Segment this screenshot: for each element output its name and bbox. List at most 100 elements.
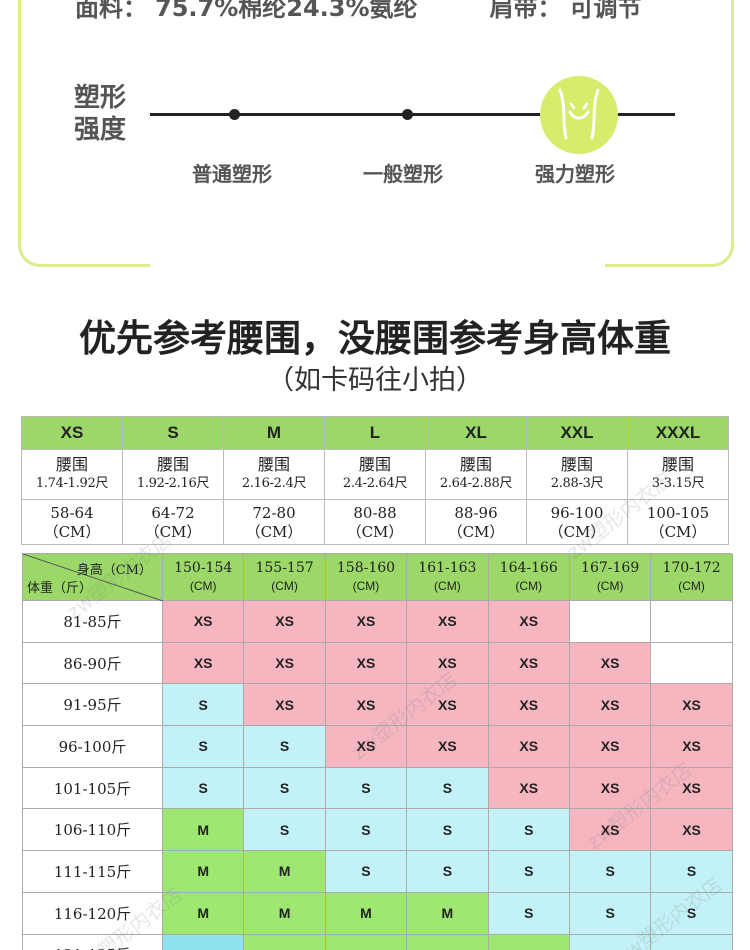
waist-chi-value: 3-3.15尺 (651, 476, 705, 491)
level-medium-label: 一般塑形 (363, 162, 443, 186)
size-cell: XS (325, 601, 408, 643)
cm-unit: （CM） (649, 523, 707, 541)
waist-label: 腰围 (358, 455, 391, 474)
height-range: 155-157 (255, 560, 314, 576)
cm-unit: (CM) (596, 579, 624, 593)
size-cell: S (407, 809, 489, 852)
cm-unit: (CM) (271, 579, 298, 593)
body-silhouette-icon (540, 76, 618, 154)
waist-cm-cell: 88-96 （CM） (426, 500, 527, 545)
size-cell: XS (569, 684, 652, 727)
waist-chi-value: 2.4-2.64尺 (342, 476, 408, 491)
weight-range-cell: 91-95斤 (23, 684, 163, 727)
size-cell: S (488, 892, 570, 935)
size-guide-headline: 优先参考腰围，没腰围参考身高体重 (79, 317, 671, 360)
waist-chi-value: 2.16-2.4尺 (241, 476, 307, 491)
waist-chi-cell: 腰围 2.64-2.88尺 (426, 450, 527, 500)
size-guide-subline: （如卡码往小拍） (267, 365, 483, 396)
size-cell: XS (407, 726, 489, 768)
shoulder-label: 肩带： (489, 0, 562, 22)
size-cell: M (407, 934, 489, 950)
size-cell: M (244, 892, 326, 935)
corner-weight-label: 体重（斤） (27, 581, 93, 596)
waist-cm-cell: 72-80 （CM） (224, 500, 325, 545)
size-cell: XS (325, 684, 408, 727)
waist-label: 腰围 (661, 455, 694, 474)
waist-label: 腰围 (257, 455, 290, 474)
size-header-xxxl: XXXL (628, 417, 729, 450)
level-dot-medium (402, 109, 413, 120)
size-cell: M (163, 892, 245, 935)
waist-chi-value: 2.64-2.88尺 (439, 476, 513, 491)
waist-chi-value: 1.74-1.92尺 (35, 476, 109, 491)
height-header-cell: 170-172 (CM) (651, 554, 733, 601)
height-header-cell: 155-157 (CM) (244, 554, 326, 601)
size-cell: S (569, 934, 652, 950)
size-cell: XS (325, 726, 408, 768)
cm-unit: （CM） (245, 523, 303, 541)
waist-cm-value: 72-80 (252, 504, 296, 522)
size-cell: L (163, 934, 245, 950)
waist-cm-cell: 64-72 （CM） (123, 500, 224, 545)
size-cell: XS (163, 642, 245, 685)
height-range: 150-154 (174, 560, 233, 576)
height-range: 164-166 (499, 560, 558, 576)
height-range: 167-169 (581, 560, 640, 576)
size-cell: XS (488, 684, 570, 727)
waist-cm-cell: 100-105 （CM） (628, 500, 729, 545)
waist-cm-cell: 80-88 （CM） (325, 500, 426, 545)
waist-chi-cell: 腰围 3-3.15尺 (628, 450, 729, 500)
waist-chi-cell: 腰围 2.16-2.4尺 (224, 450, 325, 500)
size-cell (651, 642, 733, 685)
size-cell: XS (407, 684, 489, 727)
card-border-gap (150, 258, 605, 272)
size-cell (569, 601, 652, 643)
level-dot-normal (229, 109, 240, 120)
weight-range-cell: 86-90斤 (23, 642, 163, 685)
waist-chi-cell: 腰围 2.88-3尺 (527, 450, 628, 500)
size-cell: S (325, 851, 408, 893)
waist-cm-value: 58-64 (50, 504, 94, 522)
size-cell: XS (244, 601, 326, 643)
weight-range-cell: 81-85斤 (23, 601, 163, 643)
size-cell: XS (488, 642, 570, 685)
height-header-cell: 158-160 (CM) (325, 554, 408, 601)
fabric-value: 75.7%棉纶24.3%氨纶 (155, 0, 418, 22)
cm-unit: (CM) (352, 579, 380, 593)
size-cell: XS (569, 642, 652, 685)
size-cell: XS (488, 601, 570, 643)
fabric-info: 面料： 75.7%棉纶24.3%氨纶 肩带： 可调节 (75, 0, 650, 23)
weight-range-cell: 111-115斤 (23, 851, 163, 893)
size-cell: XS (651, 684, 733, 727)
table-corner-cell: 身高（CM） 体重（斤） (23, 554, 163, 601)
cm-unit: （CM） (447, 523, 505, 541)
size-cell: XS (569, 767, 652, 810)
size-cell: XS (244, 684, 326, 727)
corner-height-label: 身高（CM） (76, 563, 152, 578)
waist-label: 腰围 (156, 455, 189, 474)
size-cell: XS (407, 601, 489, 643)
waist-size-table: XS S M L XL XXL XXXL 腰围 1.74-1.92尺 腰围 1.92-2.16尺 腰围… (21, 416, 729, 545)
size-header-m: M (224, 417, 325, 450)
weight-range-cell: 106-110斤 (23, 809, 163, 852)
waist-chi-value: 1.92-2.16尺 (136, 476, 210, 491)
height-weight-size-table: 身高（CM） 体重（斤） 150-154 (CM) 155-157 (CM) 158-1… (22, 553, 733, 950)
size-cell: M (488, 934, 570, 950)
size-cell: S (488, 809, 570, 852)
size-cell: S (488, 851, 570, 893)
size-cell: M (325, 892, 408, 935)
size-cell: S (651, 934, 733, 950)
shoulder-value: 可调节 (569, 0, 642, 22)
size-cell: S (325, 809, 408, 852)
shaping-strength-label: 塑形强度 (74, 83, 127, 145)
cm-unit: (CM) (434, 579, 461, 593)
cm-unit: （CM） (43, 523, 101, 541)
size-cell: S (651, 851, 733, 893)
size-cell: XS (488, 726, 570, 768)
height-header-cell: 150-154 (CM) (163, 554, 245, 601)
size-cell: S (569, 892, 652, 935)
height-header-cell: 164-166 (CM) (488, 554, 570, 601)
size-cell: XS (488, 767, 570, 810)
size-cell: XS (569, 809, 652, 852)
cm-unit: （CM） (144, 523, 202, 541)
